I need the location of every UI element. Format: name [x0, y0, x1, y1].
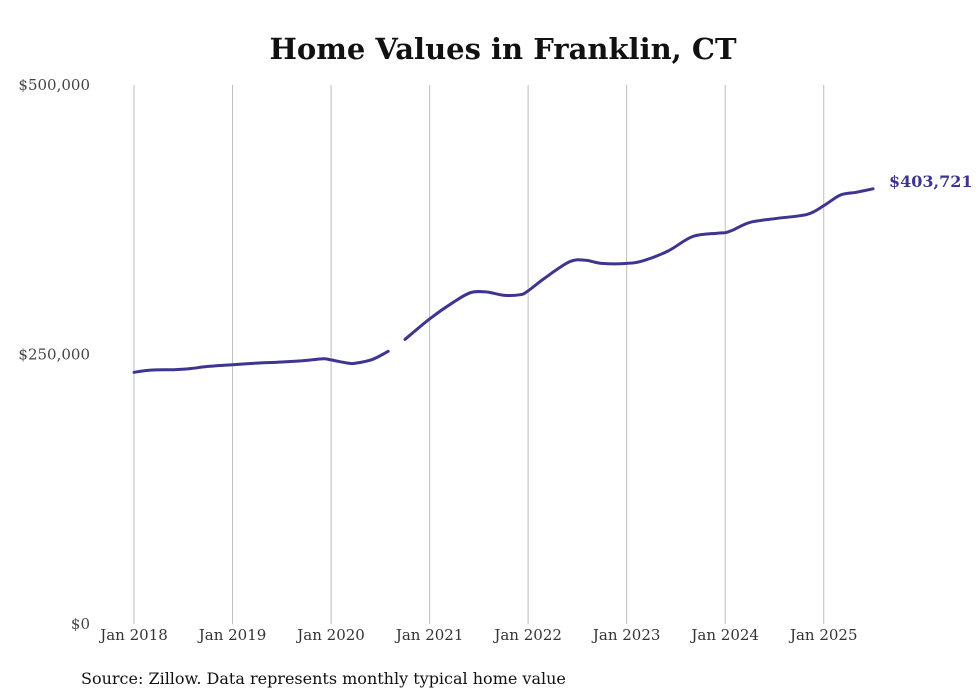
y-tick-label: $250,000 [18, 346, 90, 364]
series-line-segment-0 [132, 349, 390, 374]
y-axis-ticks: $0 $250,000 $500,000 [18, 76, 90, 633]
home-value-series [132, 187, 875, 374]
x-tick-label: Jan 2020 [295, 626, 365, 644]
x-axis-ticks: Jan 2018 Jan 2019 Jan 2020 Jan 2021 Jan 2022… [98, 626, 857, 644]
y-tick-label: $0 [71, 615, 90, 633]
x-tick-label: Jan 2024 [689, 626, 759, 644]
end-value-label: $403,721 [889, 172, 973, 191]
series-line-segment-1 [403, 187, 875, 341]
source-note: Source: Zillow. Data represents monthly … [81, 669, 566, 688]
gridlines [133, 85, 825, 624]
x-tick-label: Jan 2019 [197, 626, 267, 644]
x-tick-label: Jan 2021 [394, 626, 464, 644]
x-tick-label: Jan 2018 [98, 626, 168, 644]
x-tick-label: Jan 2023 [591, 626, 661, 644]
x-tick-label: Jan 2022 [492, 626, 562, 644]
y-tick-label: $500,000 [18, 76, 90, 94]
chart-title: Home Values in Franklin, CT [269, 32, 736, 66]
x-tick-label: Jan 2025 [788, 626, 858, 644]
